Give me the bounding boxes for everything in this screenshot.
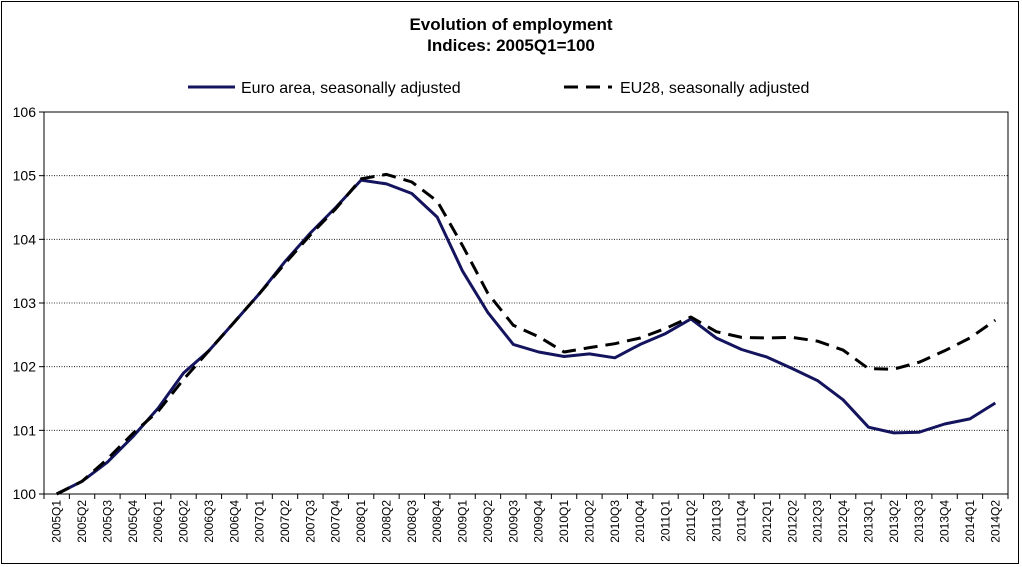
x-tick-label: 2008Q1	[354, 500, 368, 543]
x-tick-label: 2006Q4	[227, 500, 241, 543]
y-tick-label: 102	[13, 359, 37, 375]
chart-title: Evolution of employment	[409, 15, 613, 34]
x-tick-label: 2005Q2	[75, 500, 89, 543]
x-tick-label: 2011Q4	[735, 500, 749, 542]
y-tick-label: 105	[13, 168, 37, 184]
x-tick-label: 2007Q1	[253, 500, 267, 543]
x-tick-label: 2011Q2	[684, 500, 698, 542]
x-tick-label: 2007Q2	[278, 500, 292, 543]
plot-border	[43, 111, 1009, 495]
x-tick-label: 2013Q4	[938, 500, 952, 543]
x-tick-label: 2012Q4	[836, 500, 850, 543]
x-tick-label: 2013Q2	[887, 500, 901, 543]
y-tick-label: 100	[13, 486, 37, 502]
x-tick-label: 2005Q4	[126, 500, 140, 543]
y-tick-label: 103	[13, 295, 37, 311]
x-tick-label: 2009Q4	[532, 500, 546, 543]
x-tick-label: 2011Q1	[659, 500, 673, 542]
chart-subtitle: Indices: 2005Q1=100	[427, 36, 595, 55]
x-tick-label: 2010Q1	[557, 500, 571, 543]
x-tick-label: 2009Q2	[481, 500, 495, 543]
plot-area: 100 101 102 103 104 105 106 2005Q1 2005Q2 2005Q3 2…	[13, 104, 1009, 543]
x-tick-label: 2010Q2	[582, 500, 596, 543]
x-tick-label: 2006Q2	[177, 500, 191, 543]
x-tick-label: 2008Q3	[405, 500, 419, 543]
x-tick-label: 2010Q4	[633, 500, 647, 543]
x-tick-label: 2013Q1	[861, 500, 875, 543]
legend: Euro area, seasonally adjusted EU28, sea…	[188, 80, 809, 97]
y-tick-label: 101	[13, 422, 37, 438]
x-tick-label: 2014Q1	[963, 500, 977, 543]
series-line-euro-area	[56, 178, 997, 496]
x-tick-label: 2009Q3	[506, 500, 520, 543]
x-tick-label: 2012Q3	[811, 500, 825, 543]
x-tick-label: 2013Q3	[912, 500, 926, 543]
x-tick-label: 2008Q4	[430, 500, 444, 543]
y-tick-label: 106	[13, 104, 37, 120]
x-tick-label: 2006Q1	[151, 500, 165, 543]
x-tick-label: 2010Q3	[608, 500, 622, 543]
x-tick-label: 2012Q1	[760, 500, 774, 543]
legend-label-euro-area: Euro area, seasonally adjusted	[241, 80, 461, 97]
y-tick-label: 104	[13, 231, 37, 247]
x-tick-label: 2005Q1	[50, 500, 64, 543]
x-tick-label: 2005Q3	[100, 500, 114, 543]
x-tick-label: 2009Q1	[456, 500, 470, 543]
x-tick-label: 2007Q3	[303, 500, 317, 543]
legend-label-eu28: EU28, seasonally adjusted	[620, 80, 809, 97]
x-tick-label: 2011Q3	[709, 500, 723, 542]
x-tick-label: 2006Q3	[202, 500, 216, 543]
series-line-eu28	[56, 172, 997, 496]
x-tick-label: 2012Q2	[785, 500, 799, 543]
x-tick-label: 2008Q2	[379, 500, 393, 543]
chart-title-block: Evolution of employment Indices: 2005Q1=…	[0, 14, 1022, 56]
x-tick-label: 2014Q2	[988, 500, 1002, 543]
x-tick-label: 2007Q4	[329, 500, 343, 543]
